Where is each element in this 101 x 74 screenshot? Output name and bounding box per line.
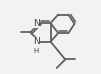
Text: N: N <box>33 37 40 46</box>
Text: H: H <box>34 48 39 54</box>
Text: N: N <box>33 19 40 28</box>
